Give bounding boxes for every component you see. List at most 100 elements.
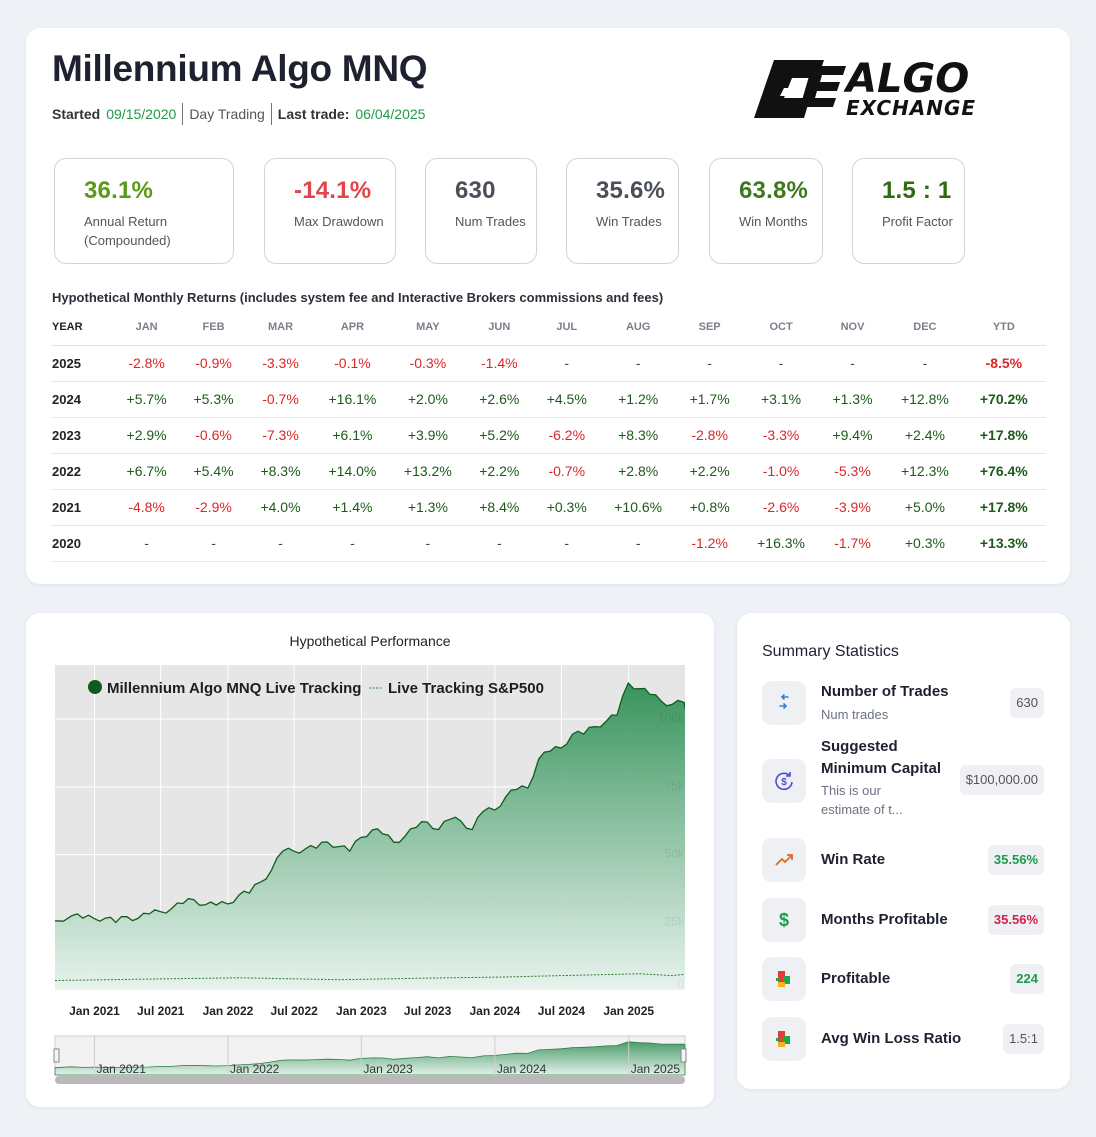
month-return-cell: - [673, 345, 746, 382]
month-return-cell: +1.3% [816, 381, 889, 418]
summary-value: 1.5:1 [1003, 1024, 1044, 1054]
legend-label-millennium: Millennium Algo MNQ Live Tracking [107, 680, 361, 697]
month-return-cell: +0.8% [673, 489, 746, 526]
stat-label: Win Trades [596, 214, 662, 229]
month-return-cell: +3.9% [388, 417, 468, 454]
month-return-cell: -3.9% [816, 489, 889, 526]
month-return-cell: -0.9% [182, 345, 245, 382]
strategy-overview-card: Millennium Algo MNQ Started 09/15/2020 D… [26, 28, 1070, 584]
month-return-cell: +5.2% [467, 417, 532, 454]
month-return-cell: - [531, 525, 603, 562]
summary-label: Profitable [821, 970, 891, 987]
ytd-cell: -8.5% [961, 345, 1046, 382]
column-header: MAR [244, 309, 317, 346]
year-cell: 2024 [51, 381, 111, 418]
navigator-tick-label: Jan 2024 [497, 1062, 547, 1076]
summary-label: Months Profitable [821, 911, 948, 928]
month-return-cell: -1.0% [745, 453, 817, 490]
x-tick-label: Jul 2023 [404, 1004, 452, 1018]
month-return-cell: +13.2% [388, 453, 468, 490]
performance-chart[interactable]: Jan 2021 Jul 2021 Jan 2022 Jul 2022 Jan 2023… [26, 613, 714, 1107]
column-header: YEAR [51, 309, 111, 346]
navigator-right-handle [680, 1048, 687, 1063]
summary-label: Win Rate [821, 851, 886, 868]
month-return-cell: - [602, 345, 674, 382]
month-return-cell: +16.3% [745, 525, 817, 562]
summary-row: Win Rate 35.56% [762, 838, 1044, 882]
month-return-cell: -2.8% [110, 345, 183, 382]
month-return-cell: -5.3% [816, 453, 889, 490]
month-return-cell: +1.3% [388, 489, 468, 526]
month-return-cell: +6.7% [110, 453, 183, 490]
x-tick-label: Jan 2025 [603, 1004, 654, 1018]
meta-divider [270, 103, 272, 125]
month-return-cell: +10.6% [602, 489, 674, 526]
month-return-cell: +5.3% [182, 381, 245, 418]
performance-chart-card: Hypothetical Performance Jan 2021 Jul 202… [26, 613, 714, 1107]
page-title: Millennium Algo MNQ [52, 48, 428, 89]
x-tick-label: Jan 2021 [69, 1004, 120, 1018]
strategy-meta: Started 09/15/2020 Day Trading Last trad… [52, 103, 425, 125]
month-return-cell: - [244, 525, 317, 562]
stat-label: Profit Factor [882, 214, 953, 229]
year-cell: 2023 [51, 417, 111, 454]
table-row: 2024 +5.7% +5.3% -0.7% +16.1% +2.0% +2.6% +4.5%… [51, 381, 1046, 418]
navigator-tick-label: Jan 2021 [96, 1062, 146, 1076]
x-tick-label: Jan 2024 [470, 1004, 521, 1018]
chart-title: Hypothetical Performance [289, 633, 451, 649]
summary-row: $ Suggested Minimum Capital This is our es… [762, 738, 1044, 821]
summary-value: $100,000.00 [959, 765, 1044, 795]
navigator-series-area [54, 1041, 686, 1076]
month-return-cell: -1.2% [673, 525, 746, 562]
meta-divider [182, 103, 184, 125]
legend-label-sp500: Live Tracking S&P500 [388, 680, 544, 697]
svg-text:$: $ [781, 777, 787, 788]
summary-label: Number of Trades [821, 683, 949, 700]
chart-legend: Millennium Algo MNQ Live Tracking Live Tr… [88, 680, 544, 697]
ytd-cell: +76.4% [961, 453, 1046, 490]
month-return-cell: -3.3% [244, 345, 317, 382]
column-header: FEB [182, 309, 245, 346]
column-header: NOV [816, 309, 889, 346]
month-return-cell: +2.2% [673, 453, 746, 490]
month-return-cell: -0.7% [531, 453, 603, 490]
summary-title: Summary Statistics [762, 643, 899, 660]
table-row: 2021 -4.8% -2.9% +4.0% +1.4% +1.3% +8.4% +0.3% +… [51, 489, 1046, 526]
column-header: AUG [602, 309, 674, 346]
stat-box: 63.8% Win Months [709, 158, 823, 264]
table-row: 2020- - - - - - - - -1.2% +16.3% -1.7% +0.3% +13.3% [51, 525, 1046, 562]
series-line-millennium [55, 681, 685, 924]
column-header: JUL [531, 309, 603, 346]
column-header: APR [316, 309, 389, 346]
table-row: 2022 +6.7% +5.4% +8.3% +14.0% +13.2% +2.2% -0.7… [51, 453, 1046, 490]
trending-up-icon [762, 838, 806, 882]
month-return-cell: +2.8% [602, 453, 674, 490]
series-area-millennium [55, 683, 685, 990]
month-return-cell: - [531, 345, 603, 382]
month-return-cell: -0.3% [388, 345, 468, 382]
summary-subtext: This is our estimate of t... [821, 783, 903, 817]
month-return-cell: +8.3% [244, 453, 317, 490]
logo-wordmark: ALGO [843, 58, 969, 102]
navigator-left-handle [53, 1048, 60, 1063]
column-header: YTD [961, 309, 1046, 346]
month-return-cell: +16.1% [316, 381, 389, 418]
ytd-cell: +13.3% [961, 525, 1046, 562]
navigator-scrollbar [55, 1076, 685, 1084]
month-return-cell: - [110, 525, 183, 562]
month-return-cell: +5.0% [888, 489, 962, 526]
x-tick-label: Jul 2021 [137, 1004, 185, 1018]
month-return-cell: +12.8% [888, 381, 962, 418]
ytd-cell: +70.2% [961, 381, 1046, 418]
month-return-cell: -2.9% [182, 489, 245, 526]
month-return-cell: +6.1% [316, 417, 389, 454]
column-header: JUN [467, 309, 532, 346]
stat-value: 63.8% [739, 177, 809, 204]
column-header: MAY [388, 309, 468, 346]
stat-label: Max Drawdown [294, 214, 384, 229]
navigator-tick-label: Jan 2022 [230, 1062, 280, 1076]
month-return-cell: -4.8% [110, 489, 183, 526]
ytd-cell: +17.8% [961, 417, 1046, 454]
plot-area [55, 681, 685, 990]
stat-box: 1.5 : 1 Profit Factor [852, 158, 965, 264]
